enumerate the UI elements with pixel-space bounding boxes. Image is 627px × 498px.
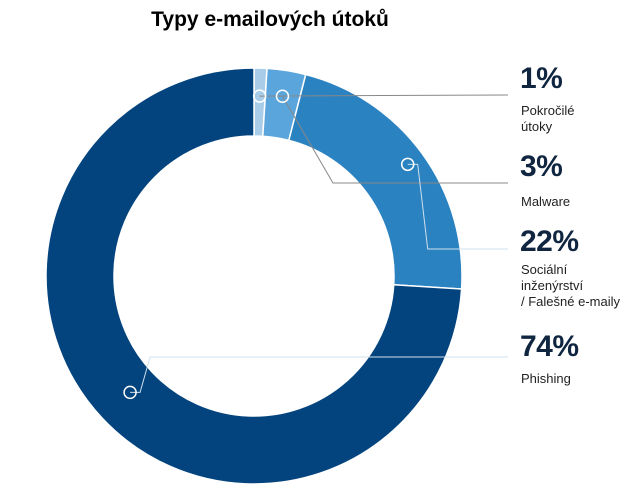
donut-slice-2 (287, 73, 463, 290)
slice-label-3: Phishing (521, 371, 571, 386)
slice-label-0: Pokročilé útoky (521, 103, 575, 134)
slice-label-2: Sociální inženýrství / Falešné e-maily (521, 262, 620, 309)
slice-percent-3: 74% (520, 330, 579, 363)
slice-percent-0: 1% (520, 62, 563, 95)
leader-line-0 (252, 89, 509, 103)
chart-title: Typy e-mailových útoků (151, 8, 389, 31)
slice-percent-2: 22% (520, 225, 579, 258)
leader-line-1 (275, 89, 508, 184)
leader-line-3 (123, 356, 508, 400)
donut-slice-3 (45, 67, 463, 485)
slice-label-1: Malware (521, 194, 571, 209)
slice-percent-1: 3% (520, 150, 563, 183)
leader-line-2 (400, 157, 508, 250)
